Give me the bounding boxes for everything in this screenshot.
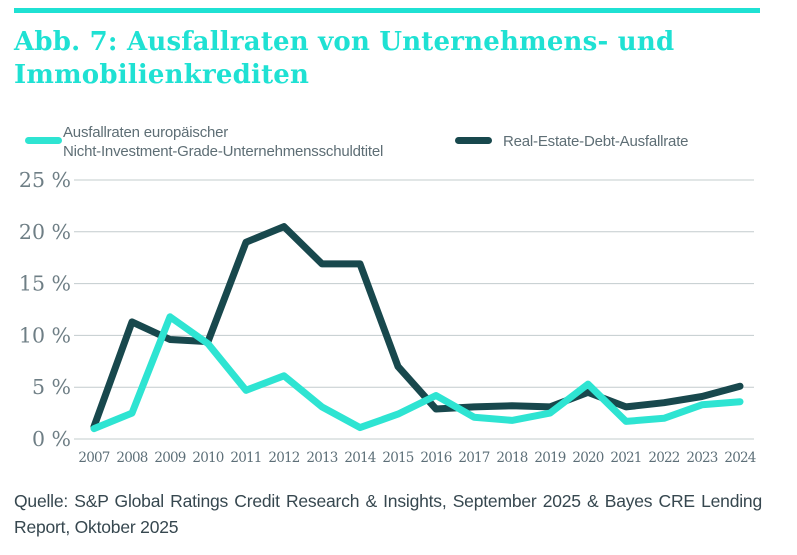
x-axis-label-2017: 2017 [458,450,489,466]
x-axis-label-2010: 2010 [192,450,223,466]
x-axis-label-2021: 2021 [610,450,641,466]
y-axis-label-20pct: 20 % [19,220,71,244]
legend-label-red-line1: Real-Estate-Debt-Ausfallrate [503,133,689,150]
y-axis-label-5pct: 5 % [32,375,71,399]
x-axis-label-2008: 2008 [116,450,147,466]
x-axis-label-2016: 2016 [420,450,451,466]
y-axis-label-15pct: 15 % [19,272,71,296]
y-axis-label-25pct: 25 % [19,168,71,192]
source-note-line2: Report, Oktober 2025 [14,517,179,537]
x-axis-label-2014: 2014 [344,450,375,466]
page-title: Abb. 7: Ausfallraten von Unternehmens- u… [14,26,760,92]
chart-svg: 0 % 5 % 10 % 15 % 20 % 25 % 2007 2008 2009 2010 20… [19,168,757,466]
legend-swatch-real-estate-debt [455,137,492,144]
x-axis-label-2007: 2007 [78,450,109,466]
legend-label-non-ig-corporates: Ausfallraten europäischer Nicht-Investme… [63,123,383,161]
line-chart: 0 % 5 % 10 % 15 % 20 % 25 % 2007 2008 2009 2010 20… [14,167,783,467]
x-axis-label-2019: 2019 [534,450,565,466]
legend-label-non-ig-line2: Nicht-Investment-Grade-Unternehmensschul… [63,143,384,160]
x-axis-label-2024: 2024 [724,450,755,466]
x-axis-label-2012: 2012 [268,450,299,466]
source-note-line1: Quelle: S&P Global Ratings Credit Resear… [14,491,762,511]
x-axis-label-2013: 2013 [306,450,337,466]
x-axis-label-2022: 2022 [648,450,679,466]
legend-label-real-estate-debt: Real-Estate-Debt-Ausfallrate [503,132,689,151]
chart-legend: Ausfallraten europäischer Nicht-Investme… [14,122,760,164]
x-axis-label-2015: 2015 [382,450,413,466]
legend-label-non-ig-line1: Ausfallraten europäischer [63,124,229,141]
x-axis-label-2018: 2018 [496,450,527,466]
legend-swatch-non-ig-corporates [25,137,62,144]
x-axis-label-2023: 2023 [686,450,717,466]
x-axis-label-2011: 2011 [230,450,261,466]
page-title-line1: Abb. 7: Ausfallraten von Unternehmens- u… [14,27,675,57]
x-axis-label-2009: 2009 [154,450,185,466]
series-line-non-ig-corporates [90,313,744,433]
page-title-line2: Immobilienkrediten [14,60,310,90]
y-axis-label-0pct: 0 % [32,427,71,451]
source-note: Quelle: S&P Global Ratings Credit Resear… [14,488,762,540]
title-rule [14,8,760,13]
series-line-real-estate-debt [90,223,744,431]
figure-page: Abb. 7: Ausfallraten von Unternehmens- u… [0,8,797,540]
x-axis-label-2020: 2020 [572,450,603,466]
y-axis-label-10pct: 10 % [19,323,71,347]
